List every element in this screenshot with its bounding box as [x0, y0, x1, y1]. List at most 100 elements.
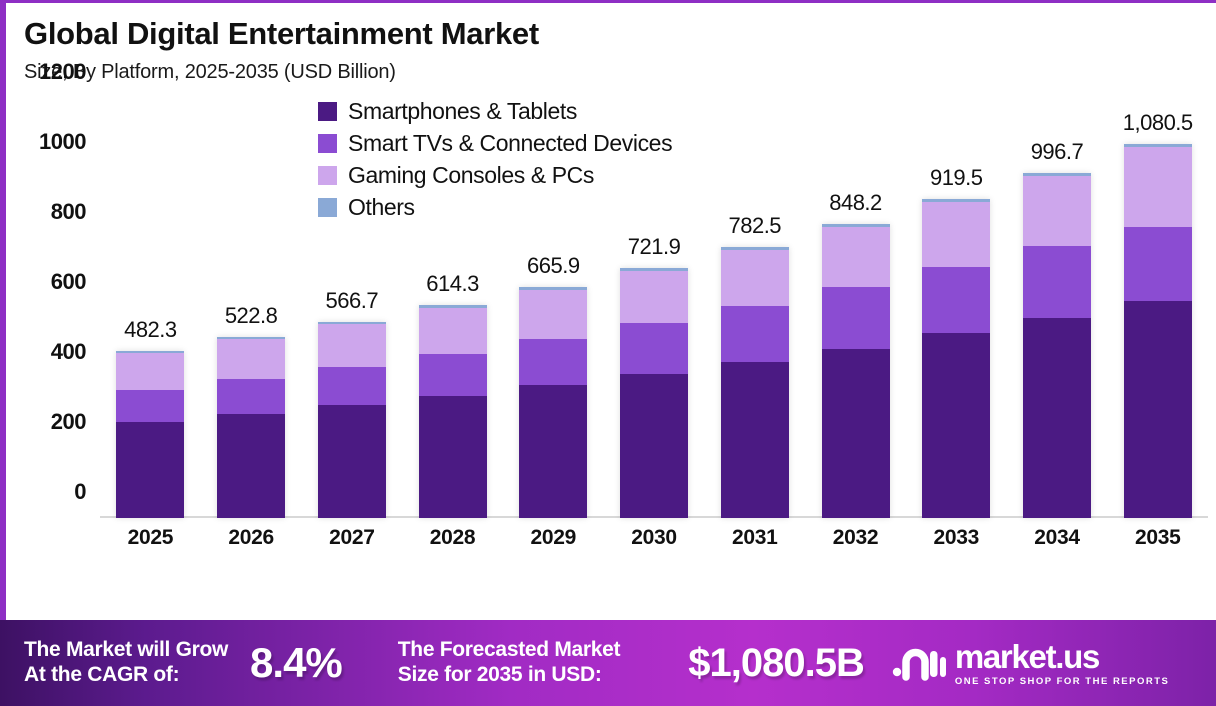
bar-segment[interactable]	[116, 421, 185, 519]
stacked-bar[interactable]	[519, 286, 588, 519]
bar-segment[interactable]	[720, 249, 789, 306]
stacked-bar[interactable]	[418, 305, 487, 519]
bar-segment[interactable]	[620, 267, 689, 271]
legend-item[interactable]: Gaming Consoles & PCs	[318, 162, 672, 189]
bar-value-label: 848.2	[829, 190, 882, 216]
bar-column[interactable]: 919.5	[906, 98, 1007, 519]
bar-value-label: 522.8	[224, 302, 278, 328]
x-axis-labels: 2025 2026 2027 2028 2029 2030 2031 2032 2033 2034…	[100, 522, 1208, 554]
bar-segment[interactable]	[519, 385, 588, 519]
bar-segment[interactable]	[821, 287, 890, 349]
bar-column[interactable]: 782.5	[704, 98, 805, 519]
bar-segment[interactable]	[922, 333, 991, 519]
bar-segment[interactable]	[922, 266, 991, 334]
bar-segment[interactable]	[620, 270, 689, 323]
bar-segment[interactable]	[317, 324, 386, 368]
stacked-bar[interactable]	[1022, 172, 1091, 519]
x-axis-label: 2031	[732, 526, 778, 550]
bar-segment[interactable]	[519, 286, 588, 290]
legend-label: Smart TVs & Connected Devices	[348, 130, 673, 157]
stacked-bar[interactable]	[1123, 143, 1192, 519]
cagr-label-line1: The Market will Grow	[24, 638, 229, 662]
legend-item[interactable]: Smart TVs & Connected Devices	[318, 130, 673, 157]
stacked-bar[interactable]	[116, 350, 185, 519]
bar-segment[interactable]	[922, 202, 991, 267]
bar-value-label: 721.9	[627, 233, 681, 259]
bar-segment[interactable]	[116, 389, 185, 422]
bar-segment[interactable]	[418, 396, 487, 519]
x-axis-label: 2033	[933, 526, 979, 550]
bar-value-label: 782.5	[728, 212, 782, 238]
bar-segment[interactable]	[116, 353, 185, 390]
chart-area: 0 200 400 600 800 1000 1200 482.3 522.8 566.7 614…	[6, 59, 1216, 560]
bar-segment[interactable]	[922, 199, 991, 203]
bar-segment[interactable]	[217, 414, 286, 519]
logo-name: market.us	[954, 637, 1101, 675]
bar-segment[interactable]	[720, 362, 789, 519]
bar-segment[interactable]	[418, 305, 487, 308]
bar-segment[interactable]	[116, 350, 185, 354]
bar-segment[interactable]	[821, 226, 890, 288]
y-axis-tick: 200	[50, 409, 87, 435]
bar-segment[interactable]	[519, 338, 588, 386]
bar-column[interactable]: 721.9	[604, 98, 705, 519]
bar-segment[interactable]	[1022, 175, 1091, 246]
stacked-bar[interactable]	[922, 199, 991, 519]
bar-segment[interactable]	[317, 321, 386, 325]
cagr-value-box: 8.4%	[250, 639, 343, 687]
stacked-bar[interactable]	[217, 336, 286, 519]
bar-column[interactable]: 1,080.5	[1107, 98, 1208, 519]
stacked-bar[interactable]	[620, 267, 689, 519]
bar-value-label: 665.9	[527, 253, 580, 279]
bar-segment[interactable]	[418, 353, 487, 397]
bar-segment[interactable]	[1022, 317, 1091, 519]
bar-segment[interactable]	[317, 367, 386, 406]
bar-segment[interactable]	[620, 374, 689, 519]
y-axis-tick: 400	[50, 339, 87, 365]
bar-column[interactable]: 665.9	[503, 98, 604, 519]
y-axis-tick: 800	[50, 199, 87, 225]
bar-segment[interactable]	[418, 307, 487, 354]
bar-segment[interactable]	[217, 339, 286, 380]
x-axis-label: 2026	[228, 526, 274, 550]
stacked-bar[interactable]	[317, 321, 386, 519]
bar-chart-logo-icon	[892, 641, 946, 685]
legend-item[interactable]: Smartphones & Tablets	[318, 98, 672, 125]
legend-label: Gaming Consoles & PCs	[348, 162, 594, 189]
bar-column[interactable]: 848.2	[805, 98, 906, 519]
bar-segment[interactable]	[720, 246, 789, 250]
bar-segment[interactable]	[217, 336, 286, 340]
bar-segment[interactable]	[317, 405, 386, 519]
bar-segment[interactable]	[519, 289, 588, 339]
bar-segment[interactable]	[821, 348, 890, 519]
bar-segment[interactable]	[1022, 172, 1091, 176]
logo-tagline: ONE STOP SHOP FOR THE REPORTS	[954, 675, 1170, 687]
bar-column[interactable]: 566.7	[301, 98, 402, 519]
legend-label: Smartphones & Tablets	[348, 98, 577, 125]
bar-segment[interactable]	[1123, 147, 1192, 227]
bar-segment[interactable]	[1123, 226, 1192, 302]
x-axis-label: 2034	[1034, 526, 1080, 550]
cagr-label: The Market will Grow At the CAGR of:	[24, 638, 228, 688]
bar-column[interactable]: 522.8	[201, 98, 302, 519]
bar-segment[interactable]	[720, 305, 789, 363]
stacked-bar[interactable]	[720, 246, 789, 519]
bar-segment[interactable]	[821, 224, 890, 227]
bar-column[interactable]: 614.3	[402, 98, 503, 519]
bar-segment[interactable]	[1123, 301, 1192, 519]
legend-item[interactable]: Others	[318, 194, 672, 221]
bar-segment[interactable]	[620, 322, 689, 375]
stacked-bar[interactable]	[821, 224, 890, 519]
bar-segment[interactable]	[1022, 245, 1091, 318]
bar-column[interactable]: 482.3	[100, 98, 201, 519]
plot-region: 482.3 522.8 566.7 614.3 665.9 721.9 782.5 848.2…	[100, 98, 1208, 519]
market-us-logo[interactable]: market.us ONE STOP SHOP FOR THE REPORTS	[892, 640, 1170, 687]
forecast-value-box: $1,080.5B	[668, 641, 865, 686]
bar-segment[interactable]	[217, 379, 286, 415]
bar-column[interactable]: 996.7	[1007, 98, 1108, 519]
x-axis-label: 2029	[530, 526, 577, 550]
forecast-label-line2: Size for 2035 in USD:	[397, 663, 602, 686]
cagr-block: The Market will Grow At the CAGR of: 8.4…	[24, 638, 343, 688]
bar-segment[interactable]	[1123, 143, 1192, 148]
